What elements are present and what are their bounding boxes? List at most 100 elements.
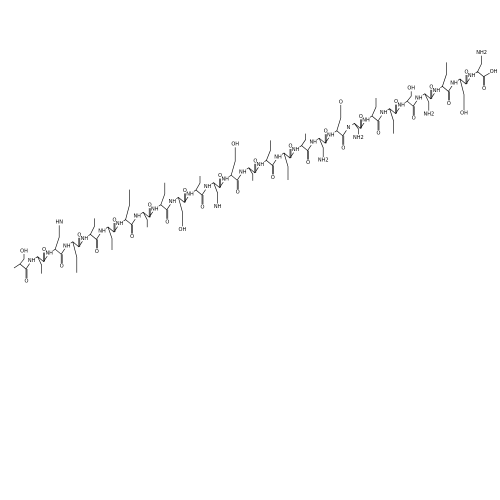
label-bg [55,219,64,226]
side-chain [19,254,25,265]
atom-label: OH [231,142,239,148]
side-chain [266,140,271,161]
label-bg [145,202,154,209]
label-bg [22,278,31,284]
label-bg [477,49,486,56]
atom-label: NH [116,221,124,227]
atom-label: O [165,219,169,225]
label-bg [75,231,84,238]
label-bg [186,191,194,197]
side-chain [459,78,465,110]
atom-label: O [341,145,345,151]
label-bg [57,263,66,270]
atom-label: O [429,84,433,90]
atom-label: O [377,131,381,137]
atom-label: NH [415,95,423,101]
atom-label: NH [133,214,141,220]
atom-label: O [447,101,451,107]
label-bg [326,131,335,138]
atom-label: O [482,86,486,92]
side-chain [424,93,430,111]
atom-label: O [394,99,398,105]
label-bg [163,218,172,225]
label-bg [251,157,260,164]
atom-label: O [236,190,240,196]
atom-label: O [306,160,310,166]
label-bg [115,220,124,227]
side-chain [54,225,60,250]
atom-label: NH [362,118,370,124]
label-bg [356,113,365,120]
label-bg [180,187,189,194]
atom-label: NH [274,155,282,161]
side-chain [37,256,42,274]
label-bg [216,172,225,179]
atom-label: O [339,99,343,105]
atom-label: OH [179,227,187,233]
side-chain [213,182,218,204]
atom-label: NH2 [423,111,434,117]
side-chain [354,123,359,135]
label-bg [20,248,28,254]
atom-label: NH [169,199,177,205]
side-chain [248,167,254,181]
label-bg [397,102,406,109]
side-chain [301,133,306,146]
label-bg [489,68,498,75]
atom-label: NH2 [353,135,364,141]
side-chain [371,98,377,117]
label-bg [268,174,277,181]
label-bg [321,128,330,135]
label-bg [198,204,207,210]
side-chain [406,91,412,102]
side-chain [125,189,130,220]
atom-label: NH [98,229,106,235]
label-bg [256,161,265,168]
atom-label: NH [45,251,53,257]
label-bg [462,69,471,75]
label-bg [110,217,119,223]
label-bg [27,257,36,264]
side-chain [389,108,394,134]
atom-label: O [183,188,187,194]
label-bg [407,85,416,92]
atom-label: NH [433,88,441,94]
label-bg [432,87,441,94]
atom-label: OH [407,86,415,92]
atom-label: NH [327,132,335,138]
side-chain [336,104,342,131]
side-chain [318,138,324,158]
label-bg [80,235,89,242]
label-bg [40,246,49,253]
label-bg [178,226,187,233]
atom-label: O [201,205,205,211]
label-bg [392,98,401,105]
atom-label: NH [397,103,405,109]
label-bg [379,109,388,116]
side-chain [178,197,183,227]
label-bg [319,157,328,164]
side-chain [142,212,148,228]
label-bg [427,83,436,90]
label-bg [344,124,353,131]
label-bg [286,143,295,149]
atom-label: O [289,144,293,150]
label-bg [304,159,313,166]
atom-label: O [95,249,99,255]
atom-label: NH [309,140,317,146]
label-bg [414,94,423,101]
label-bg [424,110,433,117]
atom-label: O [77,232,81,238]
side-chain [107,226,113,250]
side-chain [195,176,201,191]
label-bg [460,110,468,116]
label-bg [444,100,453,107]
atom-label: NH [468,73,476,79]
atom-label: HN [55,220,63,226]
atom-label: NH2 [318,158,329,164]
atom-label: O [148,203,152,209]
atom-label: NH [292,147,300,153]
label-bg [480,85,489,92]
label-bg [133,213,142,220]
label-bg [450,80,458,86]
